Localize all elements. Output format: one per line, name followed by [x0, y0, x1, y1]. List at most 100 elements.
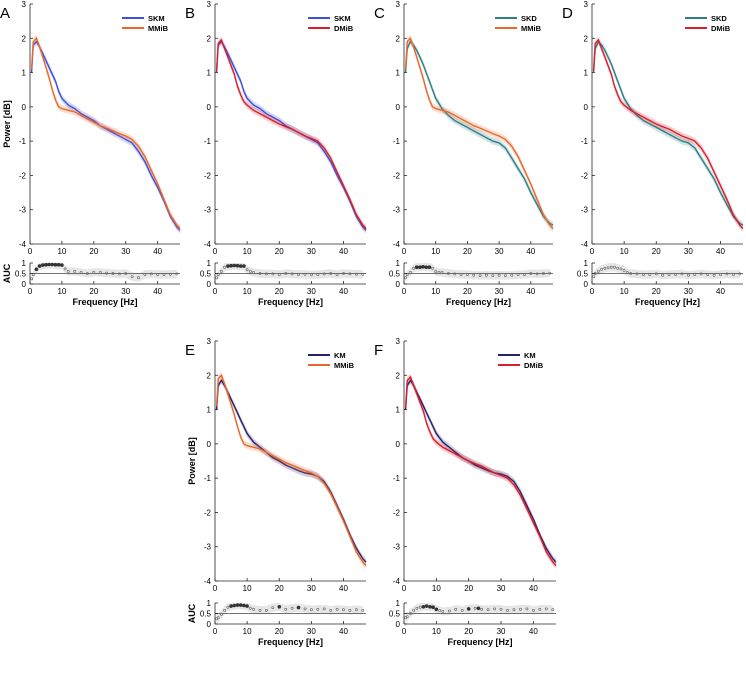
auc-x-tick-label: 40 [339, 287, 348, 296]
auc-point [603, 266, 607, 270]
auc-point [137, 276, 140, 280]
panel-letter: D [562, 5, 573, 22]
power-y-tick-label: -2 [204, 508, 212, 517]
legend-label-skm: SKM [148, 14, 165, 23]
auc-point [335, 273, 339, 277]
auc-significant-point [427, 265, 432, 270]
auc-point [453, 272, 457, 276]
power-x-tick-label: 40 [716, 247, 725, 256]
power-x-tick-label: 30 [307, 584, 316, 593]
power-y-tick-label: 1 [207, 69, 212, 78]
auc-significant-point [242, 264, 246, 268]
auc-point [447, 609, 451, 613]
auc-point [619, 267, 623, 271]
power-x-tick-label: 40 [526, 247, 535, 256]
series-line-km [215, 379, 367, 563]
auc-point [215, 276, 219, 280]
auc-point [405, 615, 409, 619]
auc-point [271, 606, 275, 610]
auc-point [271, 272, 275, 276]
power-y-tick-label: 3 [22, 0, 27, 9]
legend-label-skd: SKD [521, 14, 537, 23]
power-y-tick-label: -4 [393, 577, 401, 586]
auc-x-tick-label: 40 [716, 287, 725, 296]
auc-point [63, 267, 67, 271]
auc-point [258, 272, 262, 275]
auc-point [478, 274, 482, 278]
auc-point [484, 273, 488, 277]
panel-letter: A [0, 5, 10, 22]
auc-point [316, 607, 320, 611]
auc-significant-point [421, 605, 426, 609]
auc-significant-point [418, 265, 422, 270]
power-x-tick-label: 30 [497, 584, 506, 593]
auc-point [680, 272, 684, 276]
power-y-tick-label: -1 [204, 137, 212, 146]
auc-point [667, 273, 671, 277]
legend-label-km: KM [524, 351, 536, 360]
auc-point [412, 266, 415, 270]
auc-y-tick-label: 0 [207, 620, 212, 629]
auc-x-label: Frequency [Hz] [635, 297, 700, 307]
auc-point [284, 272, 288, 275]
auc-point [535, 272, 539, 276]
auc-point [661, 273, 665, 277]
auc-x-tick-label: 10 [243, 627, 252, 636]
series-band-km [216, 377, 366, 566]
auc-x-tick-label: 40 [529, 627, 538, 636]
auc-x-tick-label: 20 [275, 287, 284, 296]
auc-point [216, 273, 220, 277]
auc-point [354, 608, 358, 612]
auc-point [523, 273, 526, 277]
series-line-skm [215, 40, 367, 231]
power-y-tick-label: -1 [19, 137, 27, 146]
auc-point [480, 607, 484, 611]
auc-point [544, 607, 548, 611]
auc-x-tick-label: 20 [464, 627, 473, 636]
panel-letter: C [374, 5, 385, 22]
auc-point [31, 273, 35, 277]
power-y-tick-label: 1 [207, 406, 212, 415]
auc-y-tick-label: 0.5 [200, 610, 212, 619]
auc-confidence-band [405, 603, 553, 622]
power-y-label: Power [dB] [187, 437, 197, 485]
auc-point [642, 273, 645, 277]
power-y-tick-label: -2 [204, 171, 212, 180]
auc-point [118, 272, 121, 276]
auc-x-tick-label: 20 [652, 287, 661, 296]
power-x-tick-label: 40 [529, 584, 538, 593]
auc-point [156, 273, 160, 277]
auc-significant-point [47, 262, 51, 267]
auc-point [348, 272, 352, 276]
auc-point [699, 272, 703, 276]
auc-significant-point [242, 603, 246, 608]
auc-point [309, 273, 313, 277]
power-x-tick-label: 20 [652, 247, 661, 256]
auc-significant-point [34, 267, 39, 272]
auc-x-tick-label: 40 [339, 627, 348, 636]
auc-point [248, 606, 252, 610]
auc-point [30, 277, 34, 281]
auc-point [491, 274, 495, 278]
power-y-tick-label: 0 [207, 103, 212, 112]
power-y-tick-label: 3 [396, 337, 401, 346]
power-x-tick-label: 20 [464, 584, 473, 593]
auc-x-tick-label: 0 [402, 627, 407, 636]
auc-point [625, 270, 629, 274]
auc-point [162, 273, 166, 277]
power-y-tick-label: -4 [204, 240, 212, 249]
power-y-tick-label: -2 [581, 171, 589, 180]
power-y-tick-label: -3 [204, 543, 212, 552]
power-x-tick-label: 10 [243, 584, 252, 593]
auc-point [124, 272, 128, 275]
auc-significant-point [41, 263, 45, 267]
auc-x-tick-label: 10 [431, 287, 440, 296]
auc-point [111, 272, 115, 275]
power-y-tick-label: -1 [581, 137, 589, 146]
power-y-tick-label: 0 [207, 440, 212, 449]
auc-point [98, 270, 102, 274]
auc-significant-point [53, 262, 58, 267]
auc-y-tick-label: 1 [22, 259, 27, 268]
power-x-tick-label: 10 [432, 584, 441, 593]
